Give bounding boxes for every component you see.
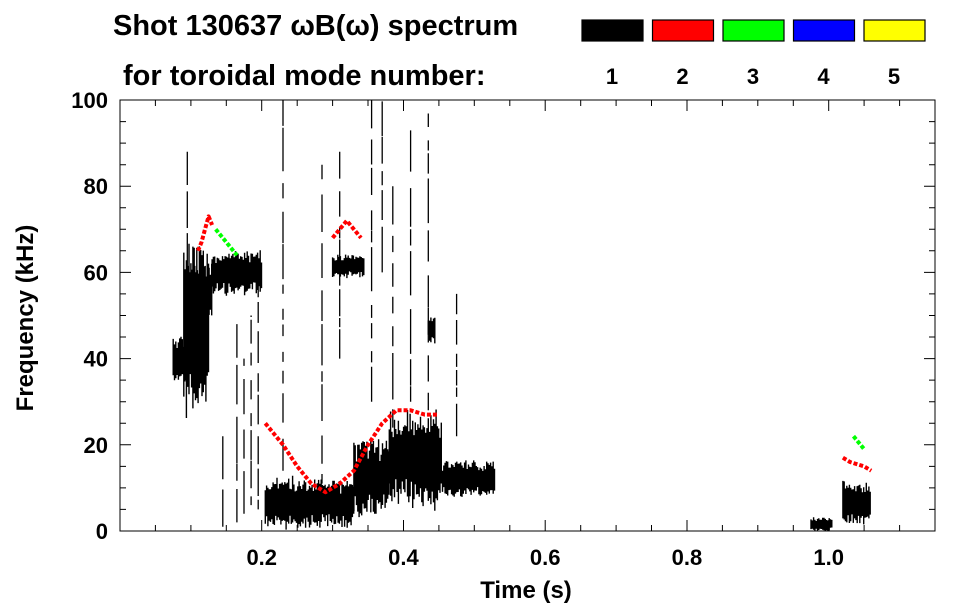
spectrum-blob-path: [183, 243, 210, 418]
mode-track-1: [263, 408, 439, 495]
legend-label-1: 1: [606, 64, 618, 89]
mode-track-6: [851, 434, 866, 451]
axis-ticks: [119, 99, 936, 532]
y-axis-label: Frequency (kHz): [12, 225, 39, 412]
mode-track-2: [331, 218, 363, 240]
y-tick-label: 80: [84, 174, 108, 199]
legend-swatch-1: [581, 19, 644, 42]
x-tick-label: 0.4: [388, 545, 419, 570]
spectrum-blob-5: [264, 475, 355, 530]
plot-frame: [119, 99, 936, 532]
spectrum-blob-path: [441, 460, 496, 497]
spectrum-blob-3: [190, 263, 213, 316]
legend-swatch-3: [722, 19, 785, 42]
x-axis-label: Time (s): [480, 577, 572, 604]
y-tick-label: 0: [96, 519, 108, 544]
legend-label-4: 4: [817, 64, 830, 89]
spectrum-blob-path: [190, 263, 213, 316]
legend-swatch-5: [863, 19, 926, 42]
spectrum-blob-4: [211, 250, 263, 296]
spectrum-blob-11: [842, 480, 871, 525]
chart-title-line2: for toroidal mode number:: [123, 60, 486, 92]
y-tick-label: 100: [71, 88, 108, 113]
mode-track-3: [196, 214, 214, 252]
tick-marks: [119, 99, 936, 532]
spectrum-blob-12: [810, 517, 833, 532]
chart-title-line1: Shot 130637 ωB(ω) spectrum: [113, 10, 518, 42]
spectrum-blob-path: [353, 439, 390, 518]
legend: 1 2 3 4 5: [581, 19, 926, 89]
mode-track-5: [214, 228, 239, 257]
plot-area: [172, 100, 873, 532]
spectrum-blob-path: [331, 254, 365, 279]
axis-tick-labels: 0.2 0.4 0.6 0.8 1.0 0 20 40 60 80 100: [71, 88, 844, 570]
spectrum-blob-path: [388, 409, 442, 511]
spectrum-blob-9: [331, 254, 365, 279]
y-tick-label: 60: [84, 260, 108, 285]
spectrum-blob-path: [427, 317, 436, 344]
x-tick-label: 1.0: [813, 545, 844, 570]
legend-label-3: 3: [747, 64, 759, 89]
spectrum-blob-6: [353, 439, 390, 518]
spectrum-blob-path: [842, 480, 871, 525]
y-tick-label: 20: [84, 433, 108, 458]
legend-swatch-4: [792, 19, 856, 42]
x-tick-label: 0.2: [246, 545, 277, 570]
x-tick-label: 0.8: [672, 545, 703, 570]
spectrum-blob-path: [264, 475, 355, 530]
y-tick-label: 40: [84, 347, 108, 372]
spectrum-blob-7: [388, 409, 442, 511]
spectrum-blob-path: [810, 517, 833, 532]
spectrum-blob-10: [427, 317, 436, 344]
spectrum-blob-2: [183, 243, 210, 418]
legend-swatch-2: [651, 19, 715, 42]
legend-label-2: 2: [676, 64, 688, 89]
spectrum-blob-8: [441, 460, 496, 497]
mode-track-4: [841, 455, 873, 473]
x-tick-label: 0.6: [530, 545, 561, 570]
spectrum-blob-path: [211, 250, 263, 296]
legend-label-5: 5: [888, 64, 900, 89]
